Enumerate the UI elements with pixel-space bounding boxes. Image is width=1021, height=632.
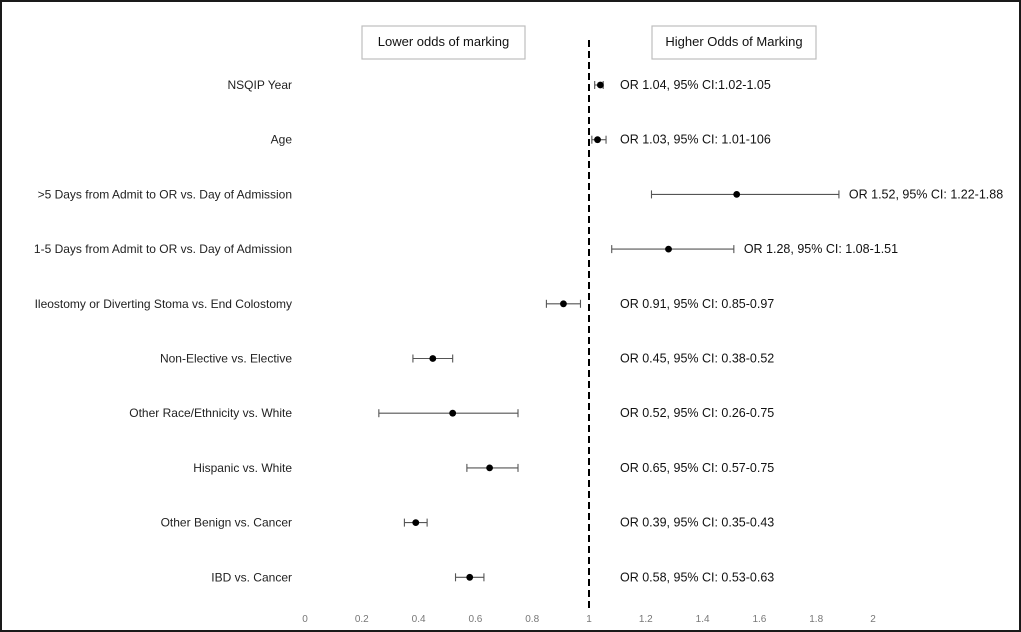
forest-row: 1-5 Days from Admit to OR vs. Day of Adm… — [34, 242, 898, 256]
x-tick-label: 1.2 — [639, 614, 653, 625]
x-tick-label: 1.6 — [752, 614, 766, 625]
forest-row: Other Race/Ethnicity vs. White OR 0.52, 9… — [129, 406, 774, 420]
odds-ratio-point — [412, 519, 420, 526]
odds-ratio-point — [429, 355, 437, 362]
row-label: 1-5 Days from Admit to OR vs. Day of Adm… — [34, 242, 292, 256]
x-tick-label: 1.8 — [809, 614, 823, 625]
x-tick-label: 0.4 — [412, 614, 426, 625]
or-annotation: OR 1.03, 95% CI: 1.01-106 — [620, 133, 771, 147]
or-annotation: OR 0.45, 95% CI: 0.38-0.52 — [620, 352, 774, 366]
forest-row: NSQIP Year OR 1.04, 95% CI:1.02-1.05 — [228, 78, 771, 92]
or-annotation: OR 1.04, 95% CI:1.02-1.05 — [620, 78, 771, 92]
forest-rows: NSQIP Year OR 1.04, 95% CI:1.02-1.05 Age OR… — [34, 78, 1003, 584]
x-tick-label: 1.4 — [696, 614, 710, 625]
x-tick-label: 1 — [586, 614, 592, 625]
odds-ratio-point — [449, 409, 457, 417]
row-label: Age — [271, 133, 293, 147]
or-annotation: OR 0.65, 95% CI: 0.57-0.75 — [620, 461, 774, 475]
lower-odds-label: Lower odds of marking — [378, 34, 510, 49]
row-label: Other Race/Ethnicity vs. White — [129, 406, 292, 420]
or-annotation: OR 0.39, 95% CI: 0.35-0.43 — [620, 516, 774, 530]
odds-ratio-point — [560, 300, 567, 308]
odds-ratio-point — [596, 81, 604, 89]
x-tick-label: 2 — [870, 614, 876, 625]
x-tick-label: 0.2 — [355, 614, 369, 625]
forest-row: >5 Days from Admit to OR vs. Day of Admi… — [38, 187, 1004, 201]
or-annotation: OR 1.52, 95% CI: 1.22-1.88 — [849, 187, 1003, 201]
forest-row: Non-Elective vs. Elective OR 0.45, 95% CI… — [160, 352, 774, 366]
odds-ratio-point — [665, 245, 672, 253]
forest-row: Ileostomy or Diverting Stoma vs. End Col… — [35, 297, 775, 311]
forest-row: Age OR 1.03, 95% CI: 1.01-106 — [271, 133, 771, 147]
row-label: Non-Elective vs. Elective — [160, 352, 292, 366]
higher-odds-label: Higher Odds of Marking — [665, 34, 802, 49]
lower-odds-box: Lower odds of marking — [361, 25, 526, 60]
or-annotation: OR 0.52, 95% CI: 0.26-0.75 — [620, 406, 774, 420]
or-annotation: OR 0.58, 95% CI: 0.53-0.63 — [620, 570, 774, 584]
row-label: Other Benign vs. Cancer — [161, 516, 292, 530]
x-axis: 0 0.2 0.4 0.6 0.8 1 1.2 1.4 1.6 1.8 2 — [302, 614, 876, 625]
odds-ratio-point — [733, 191, 741, 198]
forest-row: Other Benign vs. Cancer OR 0.39, 95% CI: … — [161, 516, 775, 530]
or-annotation: OR 1.28, 95% CI: 1.08-1.51 — [744, 242, 898, 256]
row-label: >5 Days from Admit to OR vs. Day of Admi… — [38, 187, 292, 201]
odds-ratio-point — [486, 464, 493, 472]
higher-odds-box: Higher Odds of Marking — [651, 25, 817, 60]
forest-row: Hispanic vs. White OR 0.65, 95% CI: 0.57-… — [193, 461, 774, 475]
forest-row: IBD vs. Cancer OR 0.58, 95% CI: 0.53-0.63 — [211, 570, 774, 584]
row-label: NSQIP Year — [228, 78, 293, 92]
odds-ratio-point — [594, 136, 601, 144]
row-label: Ileostomy or Diverting Stoma vs. End Col… — [35, 297, 292, 311]
or-annotation: OR 0.91, 95% CI: 0.85-0.97 — [620, 297, 774, 311]
x-tick-label: 0.6 — [468, 614, 482, 625]
odds-ratio-point — [466, 573, 474, 581]
row-label: IBD vs. Cancer — [211, 570, 292, 584]
x-tick-label: 0 — [302, 614, 308, 625]
row-label: Hispanic vs. White — [193, 461, 292, 475]
x-tick-label: 0.8 — [525, 614, 539, 625]
